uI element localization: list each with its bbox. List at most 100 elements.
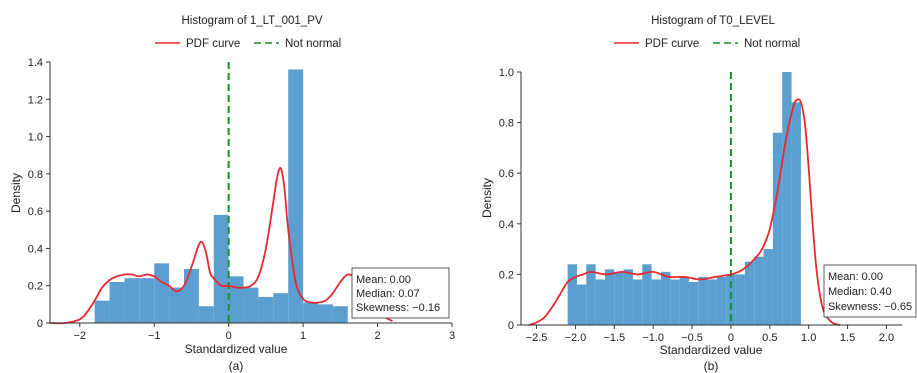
pdf-curve bbox=[528, 98, 841, 326]
y-tick-label: 0.8 bbox=[28, 169, 43, 181]
x-tick-label: −2 bbox=[74, 330, 87, 342]
y-tick-label: 0.8 bbox=[499, 118, 514, 130]
x-tick-label: 3 bbox=[449, 330, 455, 342]
x-tick-label: −1 bbox=[148, 330, 161, 342]
stat-median: Median: 0.07 bbox=[356, 288, 420, 300]
histogram-bar bbox=[124, 278, 140, 323]
histogram-bar bbox=[716, 276, 727, 325]
histogram-bar bbox=[735, 274, 745, 325]
x-tick-label: −1.5 bbox=[603, 332, 625, 344]
stat-mean: Mean: 0.00 bbox=[356, 274, 411, 286]
panel-b-title: Histogram of T0_LEVEL bbox=[651, 15, 775, 27]
panel-a-xlabel: Standardized value bbox=[185, 342, 288, 356]
histogram-bar bbox=[604, 269, 615, 325]
panel-a-ylabel: Density bbox=[9, 173, 23, 213]
stats-box-frame bbox=[823, 264, 917, 318]
x-tick-label: 1.5 bbox=[840, 332, 855, 344]
x-tick-label: 2 bbox=[374, 330, 380, 342]
panel-a-stats-box: Mean: 0.00 Median: 0.07 Skewness: −0.16 bbox=[351, 267, 450, 319]
x-tick-label: 0.5 bbox=[762, 332, 777, 344]
panel-a-legend: PDF curve Not normal bbox=[155, 38, 341, 50]
panel-a-plot-area: −2 −1 0 1 2 3 0 0.2 0.4 0.6 0.8 1.0 1.2 1.4 bbox=[28, 57, 455, 342]
panel-a-caption: (a) bbox=[229, 359, 244, 373]
histogram-bar bbox=[318, 304, 333, 323]
x-tick-label: −0.5 bbox=[681, 332, 703, 344]
histogram-bar bbox=[754, 256, 764, 325]
histogram-bar bbox=[213, 214, 229, 323]
histogram-bar bbox=[670, 279, 680, 325]
x-tick-label: 0 bbox=[728, 332, 734, 344]
y-tick-label: 0.6 bbox=[28, 206, 43, 218]
histogram-bar bbox=[332, 306, 348, 323]
histogram-bar bbox=[595, 279, 605, 325]
y-tick-label: 0.2 bbox=[499, 269, 514, 281]
panel-b-stats-box: Mean: 0.00 Median: 0.40 Skewness: −0.65 bbox=[823, 264, 917, 318]
stat-median: Median: 0.40 bbox=[828, 286, 892, 298]
histogram-bar bbox=[586, 264, 596, 325]
histogram-bar bbox=[782, 72, 792, 325]
y-tick-label: 0 bbox=[37, 318, 43, 330]
y-tick-label: 1.0 bbox=[28, 132, 43, 144]
histogram-bar bbox=[228, 276, 244, 323]
y-tick-label: 1.2 bbox=[28, 94, 43, 106]
histogram-bar bbox=[184, 268, 199, 323]
stats-box-frame bbox=[351, 267, 450, 319]
x-tick-label: −2.0 bbox=[565, 332, 587, 344]
histogram-bar bbox=[139, 278, 155, 323]
histogram-bar bbox=[660, 271, 671, 325]
y-tick-label: 1.4 bbox=[28, 57, 43, 69]
histogram-bar bbox=[567, 264, 577, 325]
y-tick-label: 0.6 bbox=[499, 168, 514, 180]
legend-not-normal-label: Not normal bbox=[744, 38, 800, 50]
histogram-bar bbox=[576, 284, 587, 325]
y-tick-label: 0.2 bbox=[28, 281, 43, 293]
stat-skewness: Skewness: −0.65 bbox=[828, 301, 912, 313]
histogram-bar bbox=[154, 263, 170, 323]
histogram-bar bbox=[273, 293, 289, 323]
histogram-bar bbox=[303, 302, 318, 323]
panel-b-caption: (b) bbox=[704, 359, 719, 373]
panel-b-ylabel: Density bbox=[480, 178, 494, 218]
histogram-bar bbox=[642, 264, 652, 325]
histogram-bar bbox=[198, 306, 214, 323]
histogram-bar bbox=[632, 279, 643, 325]
stat-skewness: Skewness: −0.16 bbox=[356, 302, 440, 314]
y-tick-label: 0 bbox=[508, 320, 514, 332]
legend-pdf-label: PDF curve bbox=[186, 38, 240, 50]
x-tick-label: −1.0 bbox=[642, 332, 664, 344]
histogram-bar bbox=[109, 281, 125, 323]
histogram-bar bbox=[243, 287, 259, 323]
histogram-bar bbox=[791, 102, 801, 325]
y-tick-label: 1.0 bbox=[499, 67, 514, 79]
panel-b-xlabel: Standardized value bbox=[660, 343, 763, 357]
histogram-bar bbox=[772, 132, 783, 325]
histogram-bar bbox=[698, 276, 708, 325]
y-tick-label: 0.4 bbox=[28, 243, 43, 255]
x-tick-label: 0 bbox=[226, 330, 232, 342]
panel-a-title: Histogram of 1_LT_001_PV bbox=[181, 15, 322, 27]
histogram-bar bbox=[726, 274, 736, 325]
x-tick-label: 1 bbox=[300, 330, 306, 342]
histogram-bar bbox=[744, 261, 755, 325]
legend-not-normal-label: Not normal bbox=[285, 38, 341, 50]
histogram-bar bbox=[763, 249, 773, 325]
histogram-panel-b: Histogram of T0_LEVEL PDF curve Not norm… bbox=[480, 15, 917, 373]
histogram-bar bbox=[707, 279, 717, 325]
histogram-bar bbox=[623, 269, 633, 325]
x-tick-label: 2.0 bbox=[879, 332, 894, 344]
histogram-panel-a: Histogram of 1_LT_001_PV PDF curve Not n… bbox=[9, 15, 455, 373]
x-tick-label: 1.0 bbox=[801, 332, 816, 344]
histogram-bar bbox=[169, 287, 184, 323]
histogram-bar bbox=[614, 271, 624, 325]
x-tick-label: −2.5 bbox=[526, 332, 548, 344]
histogram-bar bbox=[258, 296, 274, 323]
y-tick-label: 0.4 bbox=[499, 219, 514, 231]
legend-pdf-label: PDF curve bbox=[645, 38, 699, 50]
pdf-curve bbox=[49, 166, 393, 325]
histogram-bar bbox=[651, 279, 661, 325]
panel-b-legend: PDF curve Not normal bbox=[614, 38, 800, 50]
stat-mean: Mean: 0.00 bbox=[828, 271, 883, 283]
histogram-bar bbox=[679, 276, 689, 325]
histogram-bar bbox=[94, 300, 110, 323]
